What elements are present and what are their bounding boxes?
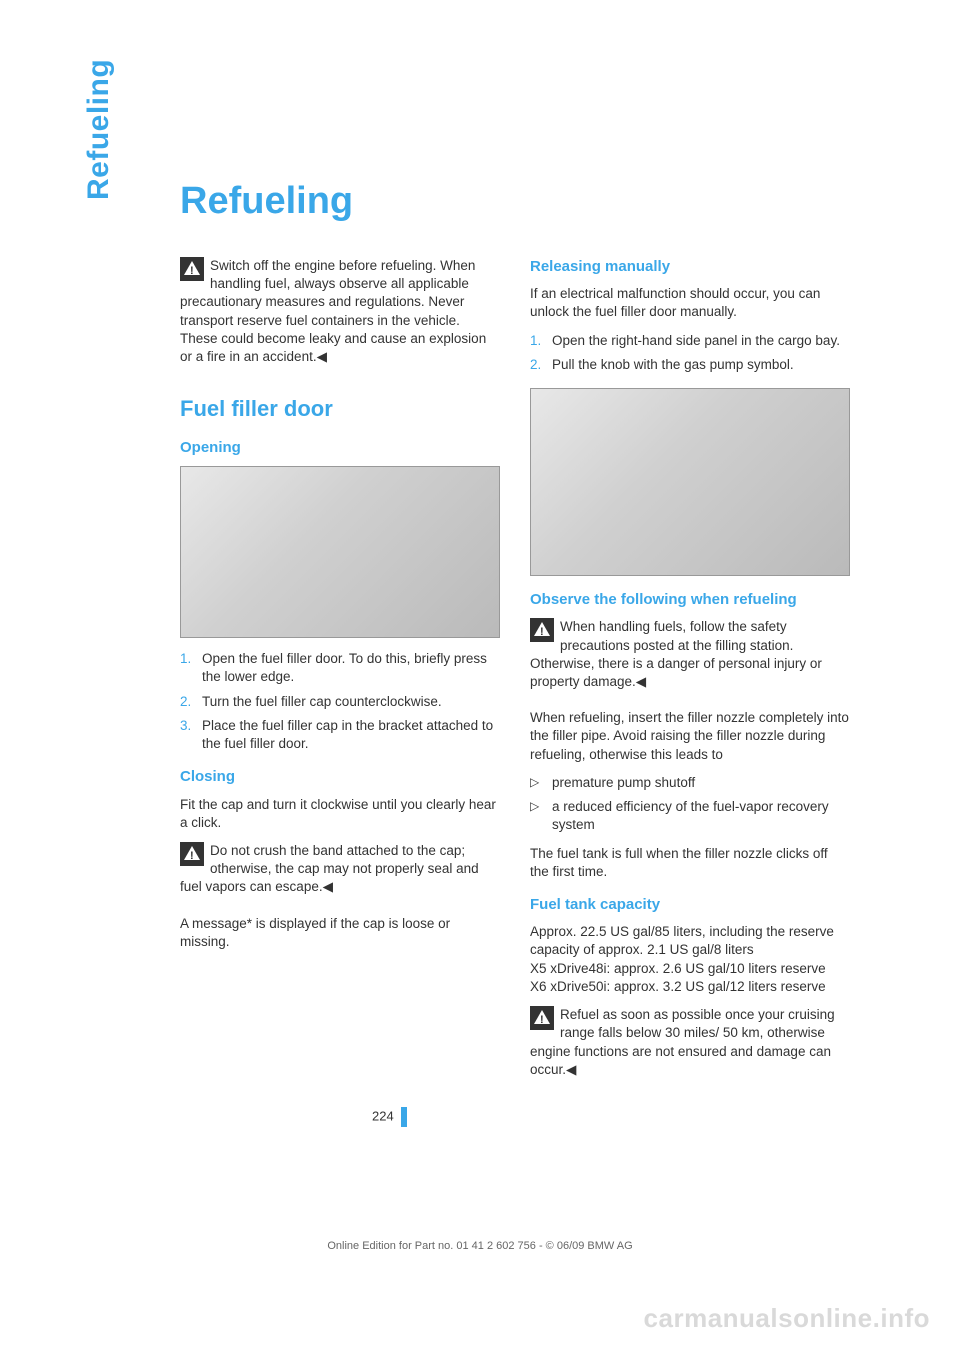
figure-fuel-door [180, 466, 500, 638]
step-num: 1. [180, 650, 191, 668]
step-text: Open the right-hand side panel in the ca… [552, 333, 840, 348]
right-column: Releasing manually If an electrical malf… [530, 257, 850, 1097]
page-number-text: 224 [372, 1108, 394, 1123]
refueling-paragraph: When refueling, insert the filler nozzle… [530, 709, 850, 764]
page-content: Refueling Switch off the engine before r… [108, 180, 858, 1097]
releasing-steps: 1. Open the right-hand side panel in the … [530, 332, 850, 374]
heading-fuel-filler-door: Fuel filler door [180, 394, 500, 424]
watermark: carmanualsonline.info [644, 1303, 930, 1334]
list-item: a reduced efficiency of the fuel-vapor r… [530, 798, 850, 834]
tank-full-paragraph: The fuel tank is full when the filler no… [530, 845, 850, 881]
side-tab: Refueling [82, 59, 116, 200]
step-text: Place the fuel filler cap in the bracket… [202, 718, 493, 751]
warning-icon [530, 1006, 554, 1030]
left-column: Switch off the engine before refueling. … [180, 257, 500, 1097]
page-number-tab [401, 1107, 407, 1127]
step-num: 3. [180, 717, 191, 735]
footer-edition: Online Edition for Part no. 01 41 2 602 … [0, 1240, 960, 1252]
bullet-text: a reduced efficiency of the fuel-vapor r… [552, 799, 829, 832]
figure-cargo-panel [530, 388, 850, 576]
warning-engine-off: Switch off the engine before refueling. … [180, 257, 500, 366]
refueling-bullets: premature pump shutoff a reduced efficie… [530, 774, 850, 835]
releasing-paragraph: If an electrical malfunction should occu… [530, 285, 850, 321]
list-item: 1. Open the right-hand side panel in the … [530, 332, 850, 350]
step-num: 1. [530, 332, 541, 350]
list-item: premature pump shutoff [530, 774, 850, 792]
list-item: 1. Open the fuel filler door. To do this,… [180, 650, 500, 686]
message-paragraph: A message* is displayed if the cap is lo… [180, 915, 500, 951]
step-num: 2. [530, 356, 541, 374]
warning-text: Do not crush the band attached to the ca… [180, 843, 479, 894]
heading-fuel-tank-capacity: Fuel tank capacity [530, 895, 850, 915]
warning-text: Refuel as soon as possible once your cru… [530, 1007, 835, 1077]
closing-paragraph: Fit the cap and turn it clockwise until … [180, 796, 500, 832]
warning-filling-station: When handling fuels, follow the safety p… [530, 618, 850, 691]
bullet-text: premature pump shutoff [552, 775, 695, 790]
heading-releasing-manually: Releasing manually [530, 257, 850, 277]
columns: Switch off the engine before refueling. … [180, 257, 858, 1097]
warning-icon [180, 257, 204, 281]
warning-text: Switch off the engine before refueling. … [180, 258, 486, 364]
warning-icon [530, 618, 554, 642]
warning-refuel-range: Refuel as soon as possible once your cru… [530, 1006, 850, 1079]
heading-opening: Opening [180, 438, 500, 458]
capacity-paragraph: Approx. 22.5 US gal/85 liters, including… [530, 923, 850, 996]
list-item: 2. Pull the knob with the gas pump symbol… [530, 356, 850, 374]
step-text: Open the fuel filler door. To do this, b… [202, 651, 487, 684]
heading-observe-refueling: Observe the following when refueling [530, 590, 850, 610]
warning-icon [180, 842, 204, 866]
step-text: Turn the fuel filler cap counterclockwis… [202, 694, 442, 709]
list-item: 2. Turn the fuel filler cap counterclockw… [180, 693, 500, 711]
warning-text: When handling fuels, follow the safety p… [530, 619, 822, 689]
opening-steps: 1. Open the fuel filler door. To do this,… [180, 650, 500, 753]
list-item: 3. Place the fuel filler cap in the brack… [180, 717, 500, 753]
page-title: Refueling [180, 180, 858, 223]
step-text: Pull the knob with the gas pump symbol. [552, 357, 794, 372]
page-number: 224 [372, 1107, 407, 1127]
warning-band: Do not crush the band attached to the ca… [180, 842, 500, 897]
step-num: 2. [180, 693, 191, 711]
heading-closing: Closing [180, 767, 500, 787]
